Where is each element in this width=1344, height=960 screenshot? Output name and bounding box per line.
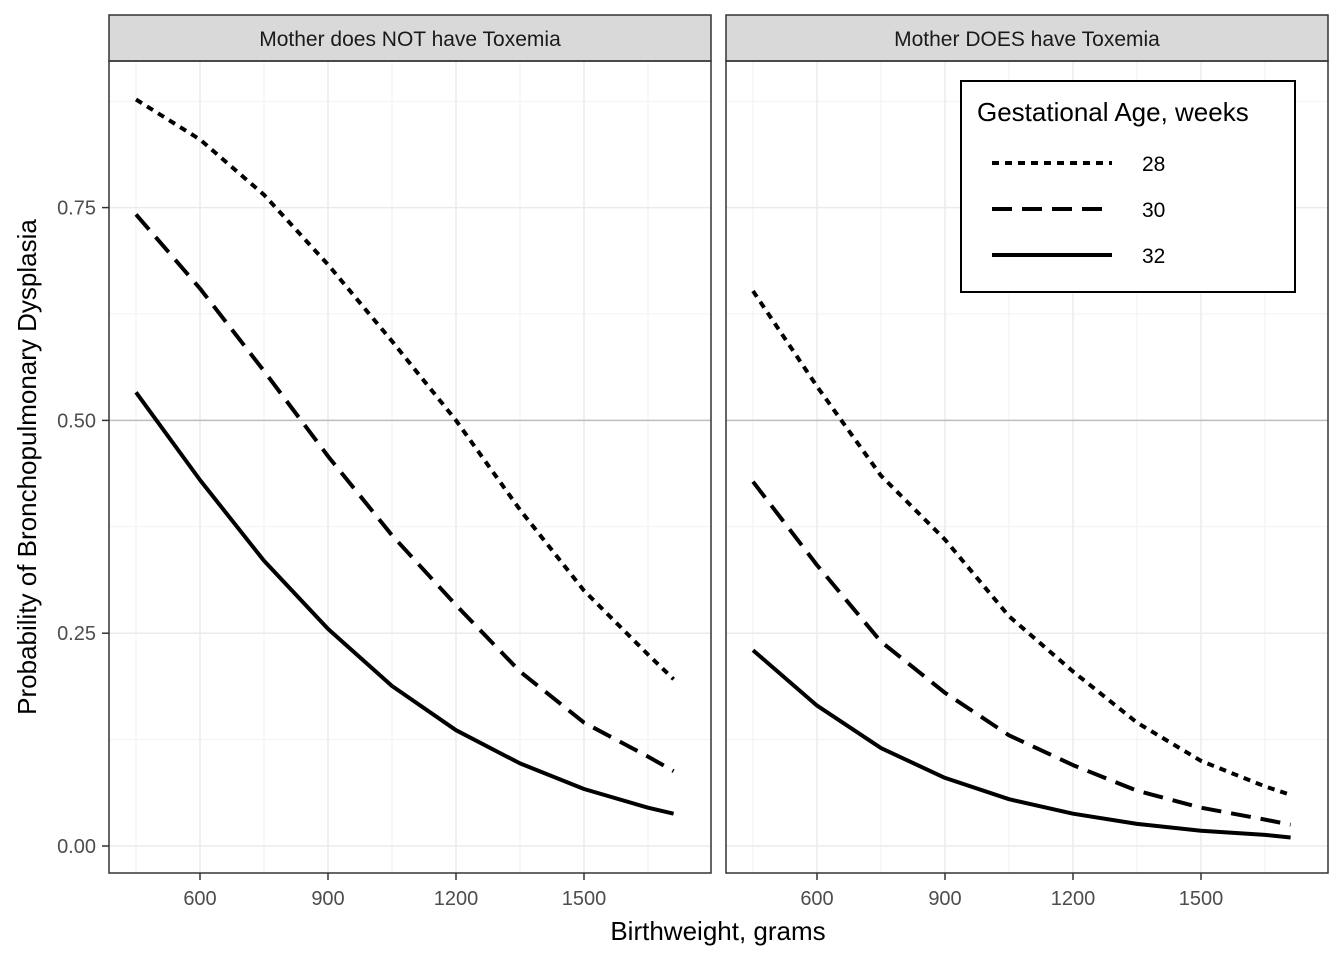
panel-border	[725, 60, 1329, 874]
legend-label-30: 30	[1142, 199, 1165, 222]
x-tick-label: 600	[183, 888, 216, 910]
panel-border	[108, 60, 712, 874]
series-line-28-panel-2	[751, 289, 1292, 797]
series-line-32-panel-1	[134, 391, 675, 816]
x-axis-title: Birthweight, grams	[610, 916, 825, 946]
facet-strip-label: Mother DOES have Toxemia	[894, 28, 1160, 51]
facet-strip-label: Mother does NOT have Toxemia	[259, 28, 561, 51]
x-tick-label: 1200	[434, 888, 479, 910]
series-line-30-panel-2	[751, 480, 1291, 827]
series-line-28-panel-1	[134, 97, 675, 681]
series-line-32-panel-2	[751, 648, 1291, 840]
y-tick-label: 0.50	[57, 410, 96, 432]
y-tick-label: 0.75	[57, 198, 96, 220]
legend-label-32: 32	[1142, 245, 1165, 268]
y-tick-label: 0.25	[57, 623, 96, 645]
x-tick-label: 900	[928, 888, 961, 910]
x-tick-label: 1200	[1051, 888, 1096, 910]
series-line-30-panel-1	[134, 213, 675, 773]
x-tick-label: 900	[311, 888, 344, 910]
y-axis-title: Probability of Bronchopulmonary Dysplasi…	[12, 219, 42, 715]
x-tick-label: 1500	[1179, 888, 1224, 910]
legend-label-28: 28	[1142, 153, 1165, 176]
legend-title: Gestational Age, weeks	[977, 97, 1249, 127]
x-tick-label: 600	[800, 888, 833, 910]
x-tick-label: 1500	[562, 888, 607, 910]
y-tick-label: 0.00	[57, 836, 96, 858]
facet-strip	[108, 14, 712, 62]
